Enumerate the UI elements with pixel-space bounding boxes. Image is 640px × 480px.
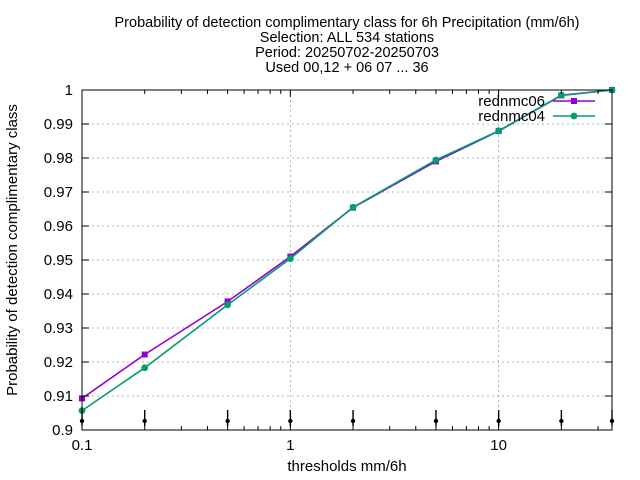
chart-title: Probability of detection complimentary c… — [115, 15, 580, 76]
sample-marker-dot — [288, 418, 293, 424]
sample-marker-dot — [559, 418, 564, 424]
y-tick-label: 0.99 — [44, 116, 73, 133]
legend-marker — [570, 112, 578, 120]
series-line — [81, 89, 613, 400]
grid — [82, 90, 612, 430]
series-line — [81, 89, 613, 412]
x-tick-labels: 0.1 1 10 — [72, 437, 507, 454]
sample-marker-dot — [225, 418, 230, 424]
y-tick-label: 0.94 — [44, 286, 73, 303]
y-tick-labels: 0.9 0.91 0.92 0.93 0.94 0.95 0.96 0.97 0.98 0.99 1 — [44, 82, 73, 439]
legend-marker — [571, 98, 577, 104]
sample-marker-dot — [350, 418, 356, 424]
y-tick-label: 0.98 — [44, 150, 73, 167]
x-tick-label: 0.1 — [72, 437, 93, 454]
x-tick-label: 10 — [490, 437, 507, 454]
y-tick-label: 0.97 — [44, 184, 73, 201]
y-tick-label: 0.92 — [44, 354, 73, 371]
series-rednmc06 — [79, 87, 615, 402]
sample-marker-dot — [142, 418, 147, 424]
title-line: Used 00,12 + 06 07 ... 36 — [265, 60, 428, 76]
sample-marker-dot — [609, 418, 615, 424]
data-point — [432, 156, 440, 164]
data-point — [286, 255, 294, 263]
sample-marker-dot — [79, 418, 85, 424]
y-tick-label: 0.9 — [52, 422, 73, 439]
y-tick-label: 0.93 — [44, 320, 73, 337]
sample-markers — [79, 410, 615, 426]
y-axis-label: Probability of detection complimentary c… — [4, 104, 21, 396]
sample-marker-dot — [433, 418, 439, 424]
data-point — [224, 301, 232, 309]
sample-marker-dot — [496, 418, 501, 424]
series-layer — [78, 86, 616, 415]
x-tick-label: 1 — [286, 437, 294, 454]
data-point — [557, 91, 565, 99]
legend-label: rednmc06 — [478, 93, 545, 110]
y-tick-label: 0.95 — [44, 252, 73, 269]
axis-ticks — [81, 89, 612, 431]
series-rednmc04 — [78, 86, 616, 415]
data-point — [349, 203, 357, 211]
legend-label: rednmc04 — [478, 108, 545, 125]
x-axis-label: thresholds mm/6h — [287, 458, 406, 475]
y-tick-label: 0.96 — [44, 218, 73, 235]
title-line: Period: 20250702-20250703 — [255, 45, 439, 61]
data-point — [495, 127, 503, 135]
y-tick-label: 0.91 — [44, 388, 73, 405]
title-line: Probability of detection complimentary c… — [115, 15, 580, 31]
title-line: Selection: ALL 534 stations — [260, 30, 434, 46]
data-point — [141, 351, 148, 358]
y-tick-label: 1 — [65, 82, 73, 99]
data-point — [141, 364, 149, 372]
